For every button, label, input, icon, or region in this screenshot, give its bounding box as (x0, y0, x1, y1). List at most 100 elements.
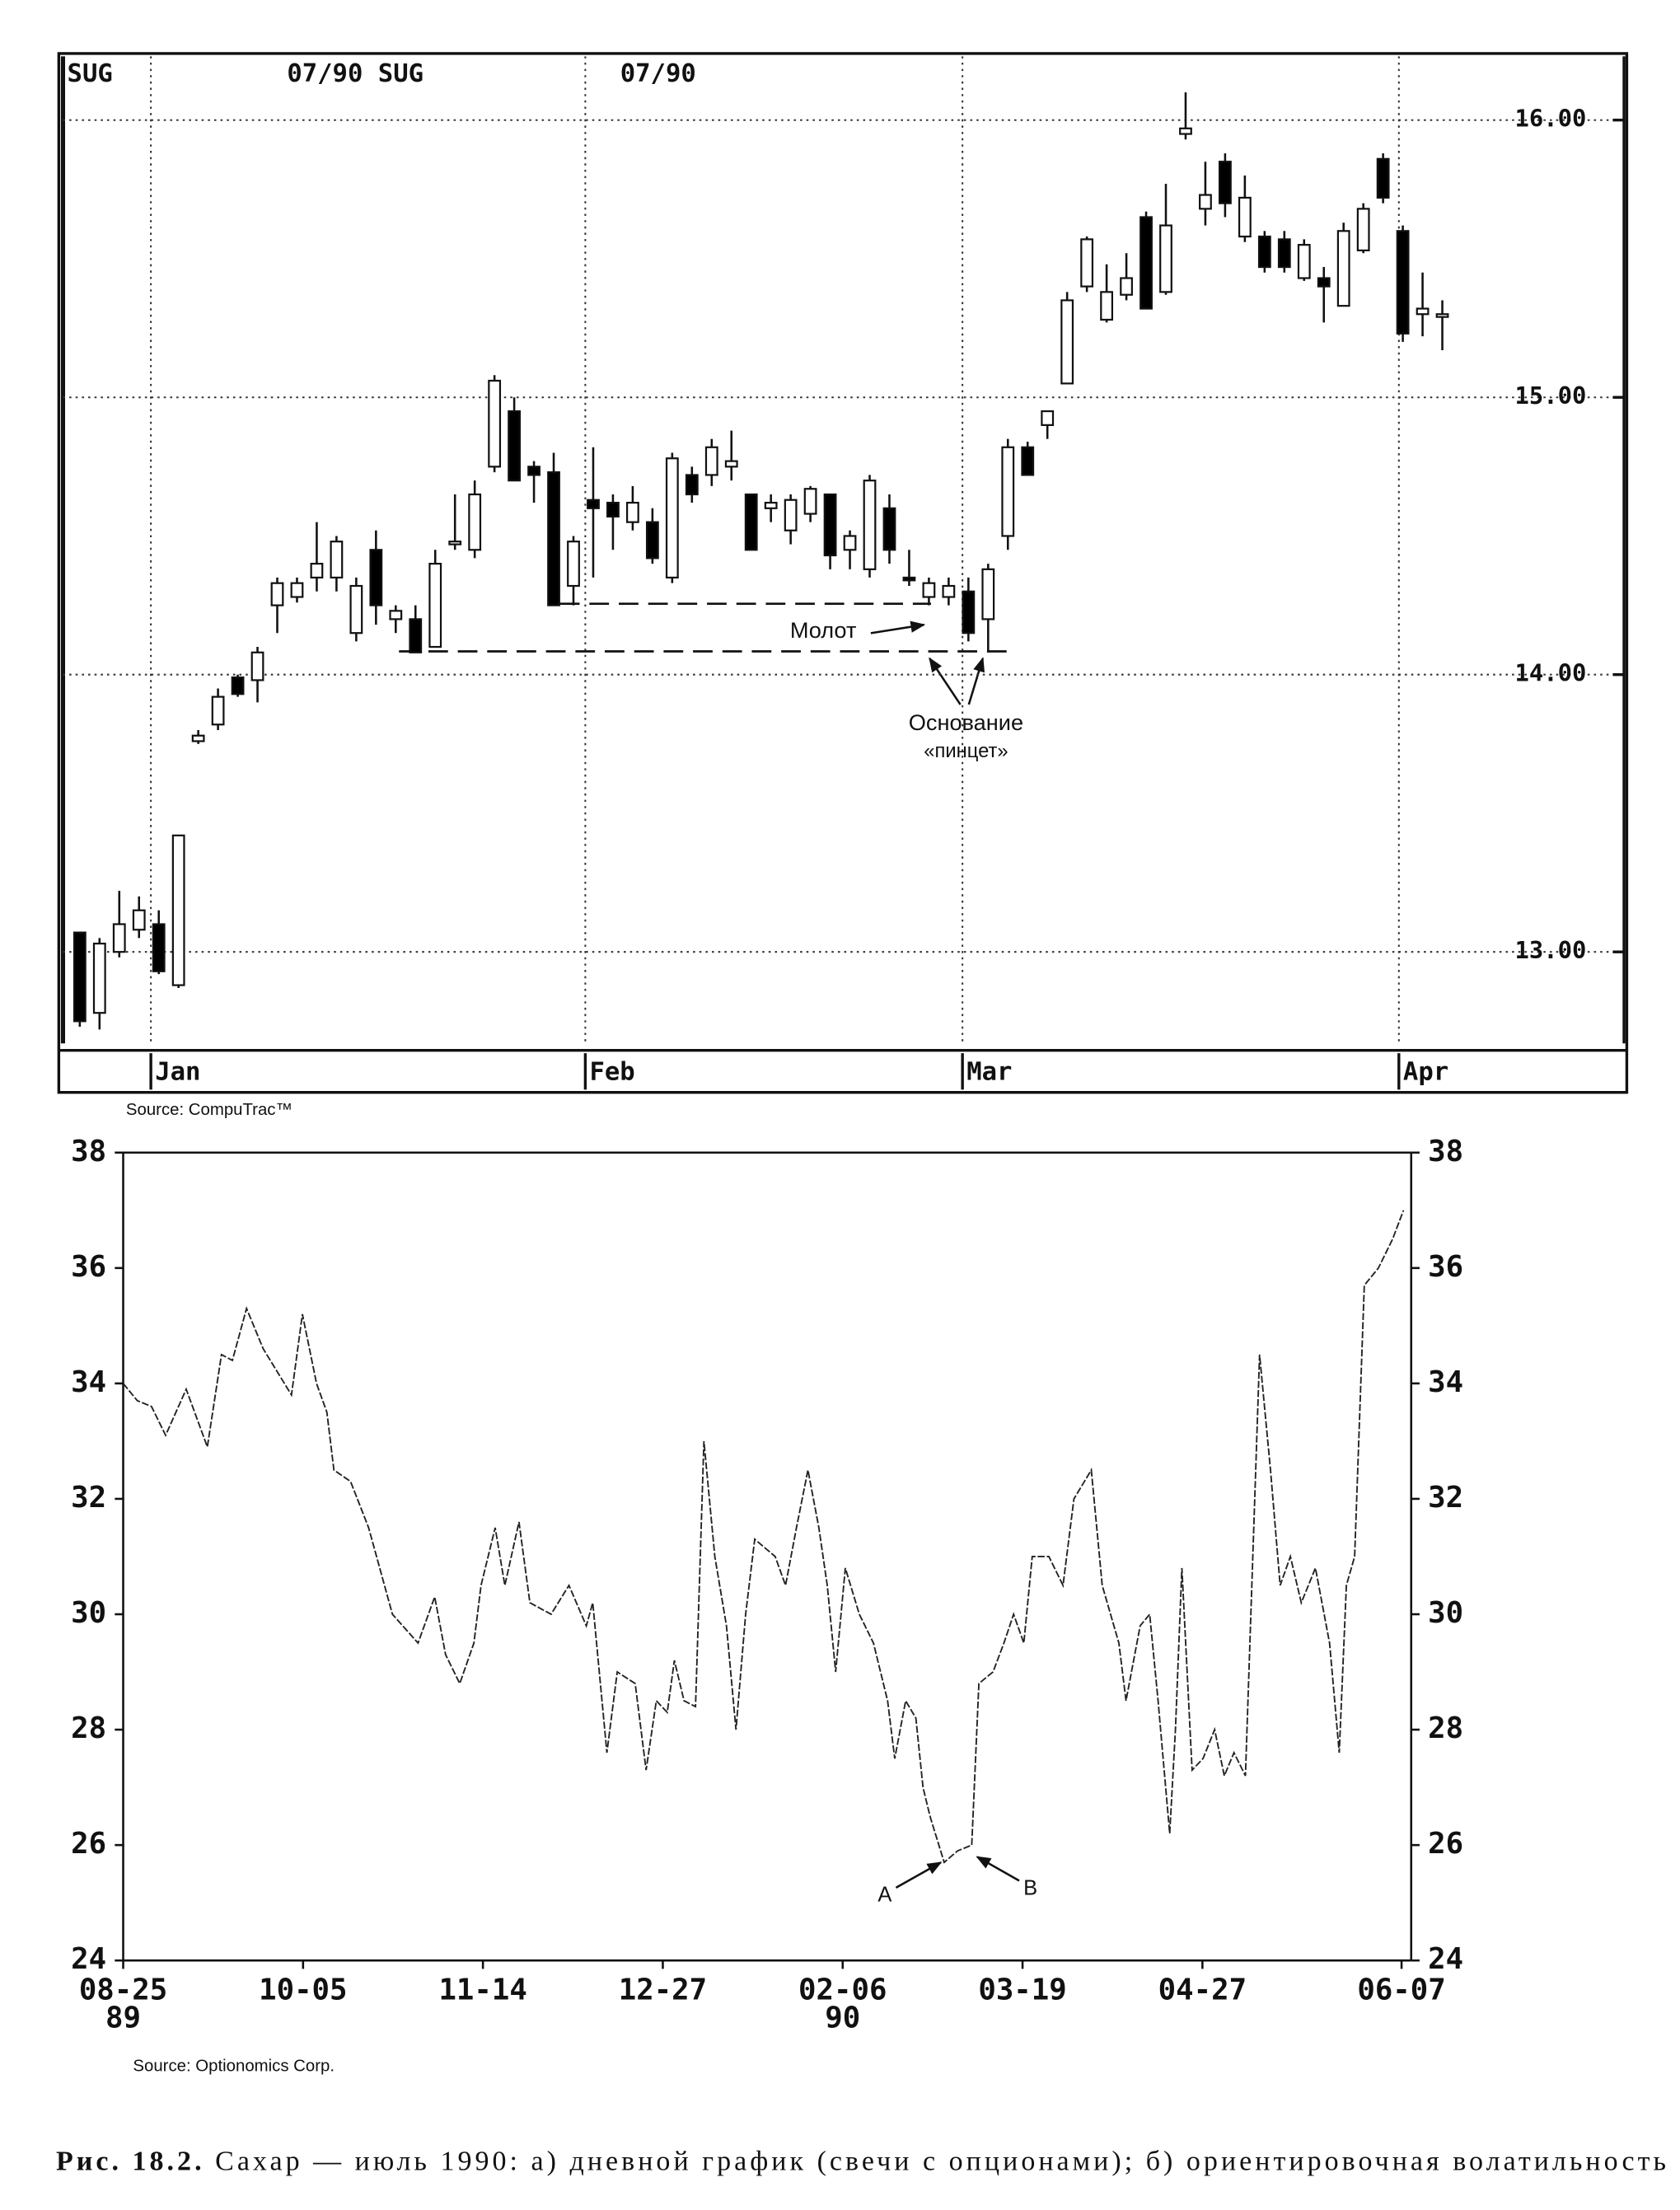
caption-text: Сахар — июль 1990: а) дневной график (св… (215, 2146, 1666, 2176)
candle-body (1100, 291, 1114, 321)
candle-body (1336, 230, 1350, 307)
x-tick-label: 11-14 (438, 1974, 526, 2007)
annotation: Основание (909, 709, 1023, 735)
candle-body (112, 923, 126, 953)
x-tick-label: 10-05 (259, 1974, 347, 2007)
candle-body (704, 446, 718, 476)
y-tick-label: 38 (1428, 1135, 1463, 1168)
arrow (895, 1861, 943, 1889)
candle-body (981, 568, 995, 620)
y-tick-label: 13.00 (1514, 936, 1586, 964)
y-tick-label: 24 (1428, 1942, 1463, 1976)
arrow (967, 657, 985, 705)
annotation: Молот (790, 617, 857, 643)
candle-body (1041, 410, 1055, 426)
source: Source: CompuTrac™ (126, 1101, 292, 1119)
candle-body (665, 457, 679, 579)
candle-body (1080, 238, 1094, 288)
y-tick-label: 26 (71, 1827, 106, 1861)
y-tick-label: 30 (71, 1596, 106, 1630)
candle-body (547, 471, 560, 606)
candle-body (784, 499, 798, 531)
candle-body (1435, 313, 1449, 318)
candle-body (310, 563, 324, 579)
source: Source: Optionomics Corp. (133, 2058, 335, 2076)
y-tick-label: 28 (1428, 1711, 1463, 1745)
header: 07/90 (620, 59, 696, 88)
candle-body (1257, 235, 1271, 269)
candle-body (1199, 194, 1212, 210)
arrow (976, 1856, 1020, 1882)
y-tick-label: 32 (71, 1481, 106, 1515)
candle-body (1416, 307, 1430, 316)
candle-body (724, 460, 738, 468)
candle-body (1219, 161, 1232, 204)
candle-body (468, 493, 482, 551)
candle-body (1001, 446, 1015, 537)
candle-body (349, 584, 363, 634)
caption-label: Рис. 18.2. (56, 2146, 202, 2176)
y-tick-label: 36 (1428, 1250, 1463, 1284)
candle-body (843, 535, 857, 551)
y-tick-label: 34 (71, 1365, 106, 1399)
y-tick-label: 38 (71, 1135, 106, 1168)
candle-body (863, 480, 877, 570)
y-tick-label: 30 (1428, 1596, 1463, 1630)
candle-body (132, 909, 146, 931)
y-tick-label: 34 (1428, 1365, 1463, 1399)
x-tick-label: 04-27 (1158, 1974, 1247, 2007)
x-tick-label: 02-06 (798, 1974, 887, 2007)
candle-body (962, 590, 976, 634)
annotation: «пинцет» (924, 740, 1008, 762)
candle-body (902, 576, 916, 582)
y-tick-label: 32 (1428, 1481, 1463, 1515)
candle-body (488, 379, 502, 468)
annotation: A (877, 1884, 891, 1907)
candle-body (1139, 216, 1153, 310)
candle-body (685, 474, 699, 496)
y-tick-label: 14.00 (1514, 659, 1586, 687)
candle-body (764, 501, 778, 509)
candle-body (92, 942, 106, 1014)
x-tick-label: Apr (1403, 1057, 1448, 1086)
y-tick-label: 15.00 (1514, 382, 1586, 410)
candle-body (942, 584, 956, 598)
candle-body (1277, 238, 1291, 269)
x-tick-label: 03-19 (978, 1974, 1066, 2007)
arrow (870, 620, 926, 634)
candle-body (428, 563, 442, 648)
x-tick-label: Mar (966, 1057, 1012, 1086)
candle-body (1238, 196, 1252, 238)
x-tick-sublabel: 89 (105, 2002, 141, 2035)
candle-body (231, 676, 245, 695)
candle-body (1356, 208, 1370, 251)
x-tick-label: 08-25 (79, 1974, 167, 2007)
candle-body (1297, 244, 1311, 279)
y-tick-label: 28 (71, 1711, 106, 1745)
candle-body (803, 488, 817, 515)
candle-body (1396, 230, 1410, 335)
candle-body (587, 499, 600, 509)
candle-body (1179, 127, 1192, 135)
candle-body (823, 493, 837, 557)
candle-body (1376, 157, 1390, 199)
candle-body (270, 582, 284, 606)
x-tick-label: 06-07 (1357, 1974, 1445, 2007)
candle-body (1159, 224, 1172, 293)
x-tick-label: Jan (155, 1057, 200, 1086)
candle-body (606, 501, 620, 518)
candle-body (1317, 277, 1331, 288)
header: SUG (68, 59, 113, 88)
annotation: B (1023, 1876, 1037, 1899)
candle-body (1021, 446, 1035, 476)
candle-body (527, 466, 541, 476)
volatility-line (122, 1210, 1405, 1864)
candle-body (330, 541, 344, 579)
candle-body (409, 618, 423, 653)
candle-body (922, 582, 936, 598)
frame (57, 52, 1629, 1094)
arrow (929, 657, 962, 705)
